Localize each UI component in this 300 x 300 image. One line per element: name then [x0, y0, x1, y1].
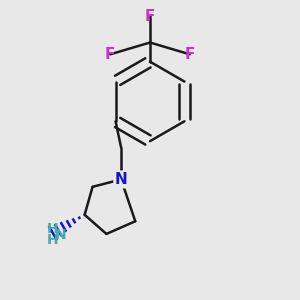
- Text: F: F: [105, 47, 116, 62]
- Text: F: F: [145, 8, 155, 23]
- Text: N: N: [54, 227, 66, 242]
- Text: N: N: [115, 172, 128, 187]
- Text: F: F: [184, 47, 195, 62]
- Text: H: H: [47, 222, 58, 236]
- Text: H: H: [47, 233, 58, 248]
